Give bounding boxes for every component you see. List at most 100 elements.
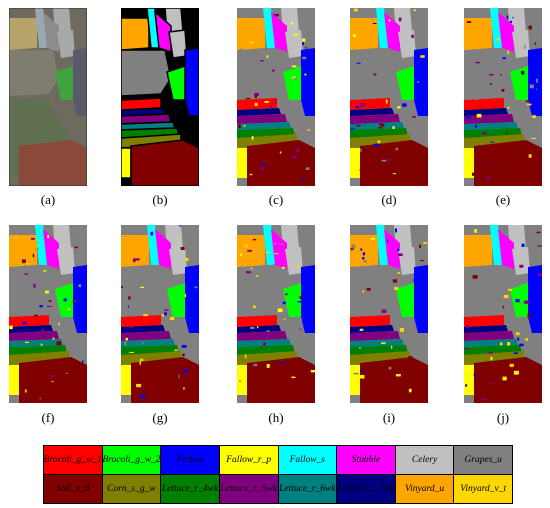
map-region [237, 365, 247, 395]
map-region [43, 229, 59, 269]
map-speckle [9, 325, 13, 330]
caption-e: (e) [495, 192, 511, 207]
map-speckle [536, 78, 538, 83]
map-speckle [176, 238, 179, 241]
map-speckle [278, 280, 283, 283]
map-region [512, 30, 530, 58]
map-region [414, 265, 428, 333]
map-speckle [364, 178, 368, 183]
map-speckle [239, 253, 243, 256]
map-region [9, 148, 19, 178]
map-speckle [508, 288, 513, 291]
map-speckle [253, 363, 258, 367]
map-speckle [359, 347, 361, 349]
map-region [73, 265, 87, 333]
map-speckle [365, 365, 370, 369]
map-speckle [362, 257, 365, 260]
map-speckle [40, 343, 43, 346]
map-speckle [185, 257, 189, 261]
map-speckle [266, 251, 270, 254]
map-speckle [475, 61, 481, 64]
map-speckle [378, 123, 380, 126]
map-speckle [36, 248, 39, 251]
map-region [237, 315, 277, 327]
map-speckle [78, 284, 82, 288]
map-speckle [359, 169, 361, 171]
map-speckle [507, 342, 511, 346]
map-speckle [246, 271, 251, 274]
map-speckle [274, 243, 276, 245]
map-speckle [397, 106, 401, 109]
legend-label: Grapes_u [464, 455, 502, 465]
map-region [263, 225, 277, 265]
map-speckle [420, 260, 425, 262]
map-region [263, 8, 277, 48]
map-region [131, 357, 199, 403]
map-speckle [502, 376, 507, 381]
map-speckle [250, 267, 253, 270]
map-speckle [43, 270, 47, 272]
map-speckle [490, 141, 494, 143]
map-speckle [388, 366, 392, 370]
map-region [121, 315, 161, 327]
map-region [121, 365, 131, 395]
map-speckle [299, 296, 303, 299]
map-speckle [244, 354, 247, 359]
map-speckle [509, 363, 514, 367]
map-region [35, 225, 49, 265]
map-speckle [507, 50, 509, 55]
map-speckle [63, 298, 67, 302]
legend-item: Fallow_r_p [219, 446, 278, 474]
legend-item: Lettuce_r_5wk [219, 475, 278, 503]
map-speckle [486, 176, 491, 179]
map-speckle [476, 113, 482, 118]
map-speckle [184, 293, 187, 298]
map-speckle [360, 103, 366, 107]
map-speckle [377, 140, 381, 144]
map-speckle [238, 124, 241, 129]
map-speckle [527, 313, 531, 318]
panel-f [9, 225, 87, 403]
map-speckle [254, 96, 257, 99]
map-speckle [353, 34, 356, 37]
map-speckle [472, 275, 478, 279]
map-speckle [183, 387, 185, 390]
legend-item: Lettuce_r_7wk [337, 475, 395, 503]
panel-a [9, 8, 87, 186]
map-speckle [525, 338, 528, 341]
map-speckle [521, 71, 525, 75]
map-region [237, 325, 281, 333]
map-speckle [133, 258, 136, 263]
map-speckle [509, 20, 512, 23]
map-speckle [257, 326, 259, 329]
map-speckle [366, 288, 371, 291]
map-speckle [253, 74, 258, 79]
map-speckle [495, 38, 501, 41]
map-speckle [127, 305, 129, 308]
map-speckle [261, 166, 264, 171]
map-speckle [274, 253, 279, 255]
map-region [474, 357, 542, 403]
panel-b [121, 8, 199, 186]
map-region [121, 147, 132, 179]
panel-h [237, 225, 315, 403]
map-speckle [65, 372, 68, 374]
map-speckle [417, 81, 420, 83]
map-speckle [15, 235, 17, 240]
legend-item: Fallow_s [278, 446, 337, 474]
map-speckle [129, 351, 134, 353]
map-speckle [350, 123, 356, 125]
map-speckle [124, 341, 127, 346]
panel-e [464, 8, 542, 186]
map-speckle [239, 48, 243, 50]
panel-g [121, 225, 199, 403]
map-speckle [121, 286, 123, 288]
map-speckle [355, 105, 360, 109]
map-speckle [280, 362, 285, 364]
map-region [9, 122, 63, 130]
map-speckle [395, 228, 397, 233]
map-speckle [47, 234, 50, 239]
map-speckle [521, 243, 525, 247]
panel-j [464, 225, 542, 403]
map-speckle [537, 245, 542, 247]
